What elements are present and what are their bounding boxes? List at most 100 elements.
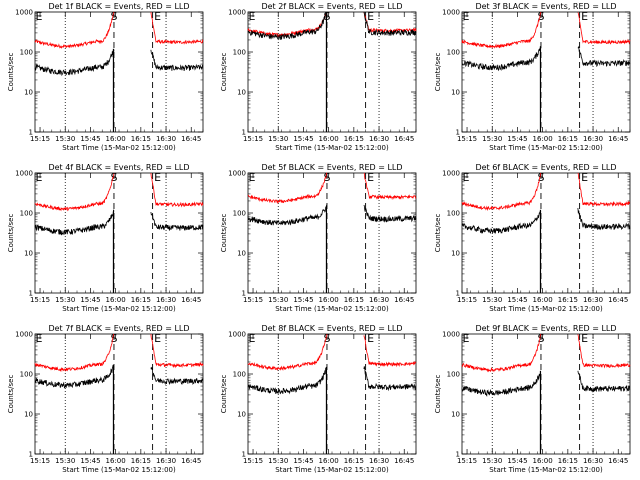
x-axis-label: Start Time (15-Mar-02 15:12:00) (275, 144, 389, 152)
x-tick-label: 16:45 (181, 135, 201, 143)
y-tick-label: 1 (456, 290, 460, 298)
start-marker-label: S (323, 171, 330, 184)
x-axis-label: Start Time (15-Mar-02 15:12:00) (275, 466, 389, 474)
x-tick-label: 16:45 (394, 457, 414, 465)
y-tick-label: 1000 (228, 9, 246, 17)
panel-2: Det 2f BLACK = Events, RED = LLD 1 10 100 10… (220, 2, 417, 152)
series-line-events (363, 366, 417, 392)
panel-title: Det 4f BLACK = Events, RED = LLD (48, 163, 189, 172)
x-tick-label: 16:00 (533, 135, 553, 143)
end-marker-label: E (367, 332, 374, 345)
x-tick-label: 15:30 (482, 457, 502, 465)
end-marker-label: E (581, 332, 588, 345)
x-tick-label: 15:15 (30, 135, 50, 143)
y-tick-label: 10 (237, 250, 246, 258)
series-line-events (247, 204, 328, 226)
x-axis-label: Start Time (15-Mar-02 15:12:00) (489, 305, 603, 313)
x-tick-label: 15:30 (482, 135, 502, 143)
panel-title: Det 6f BLACK = Events, RED = LLD (475, 163, 616, 172)
x-tick-label: 16:15 (344, 135, 364, 143)
y-axis-label: Counts/sec (7, 375, 15, 414)
series-line-events (577, 207, 631, 231)
end-marker-label: E (36, 171, 43, 184)
x-tick-label: 15:15 (30, 296, 50, 304)
panel-title: Det 7f BLACK = Events, RED = LLD (48, 324, 189, 333)
x-tick-label: 16:30 (156, 135, 176, 143)
end-marker-label: E (367, 171, 374, 184)
x-tick-label: 15:15 (243, 457, 263, 465)
x-tick-label: 16:45 (181, 457, 201, 465)
x-tick-label: 15:45 (80, 457, 100, 465)
plot-frame (461, 11, 631, 133)
panel-9: Det 9f BLACK = Events, RED = LLD 1 10 100 10… (434, 324, 631, 474)
series-line-lld (150, 11, 204, 45)
x-tick-label: 16:00 (319, 296, 339, 304)
series-line-events (461, 210, 542, 235)
y-tick-label: 10 (237, 411, 246, 419)
series-line-lld (577, 334, 631, 369)
y-tick-label: 1000 (15, 331, 33, 339)
series-line-lld (247, 172, 328, 205)
series-line-lld (247, 12, 328, 38)
x-tick-label: 16:00 (319, 135, 339, 143)
end-marker-label: E (249, 10, 256, 23)
x-tick-label: 16:15 (131, 457, 151, 465)
y-tick-label: 1000 (15, 170, 33, 178)
y-tick-label: 10 (24, 250, 33, 258)
series-line-lld (461, 11, 542, 49)
end-marker-label: E (249, 171, 256, 184)
x-tick-label: 16:15 (344, 296, 364, 304)
x-axis-label: Start Time (15-Mar-02 15:12:00) (489, 466, 603, 474)
series-line-lld (577, 12, 631, 45)
series-line-lld (34, 11, 115, 50)
start-marker-label: S (110, 332, 117, 345)
y-tick-label: 1 (242, 451, 246, 459)
panel-8: Det 8f BLACK = Events, RED = LLD 1 10 100 10… (220, 324, 417, 474)
x-tick-label: 16:30 (583, 296, 603, 304)
y-tick-label: 1000 (442, 331, 460, 339)
x-tick-label: 16:00 (533, 296, 553, 304)
panel-title: Det 2f BLACK = Events, RED = LLD (261, 2, 402, 11)
y-tick-label: 1 (29, 129, 33, 137)
y-axis-label: Counts/sec (220, 214, 228, 253)
end-marker-label: E (463, 171, 470, 184)
end-marker-label: E (36, 10, 43, 23)
plot-frame (247, 172, 417, 294)
start-marker-label: S (110, 10, 117, 23)
x-tick-label: 15:45 (293, 457, 313, 465)
x-tick-label: 15:30 (268, 457, 288, 465)
x-tick-label: 15:45 (80, 296, 100, 304)
x-tick-label: 15:30 (55, 457, 75, 465)
plot-frame (34, 333, 204, 455)
start-marker-label: S (537, 171, 544, 184)
x-tick-label: 16:15 (131, 135, 151, 143)
series-line-events (363, 204, 417, 223)
x-tick-label: 16:00 (319, 457, 339, 465)
end-marker-label: E (367, 10, 374, 23)
start-marker-label: S (537, 10, 544, 23)
x-tick-label: 15:30 (55, 296, 75, 304)
end-marker-label: E (154, 332, 161, 345)
x-tick-label: 16:15 (558, 457, 578, 465)
x-tick-label: 16:00 (106, 135, 126, 143)
end-marker-label: E (463, 332, 470, 345)
start-marker-label: S (323, 332, 330, 345)
x-tick-label: 15:45 (80, 135, 100, 143)
end-marker-label: E (463, 10, 470, 23)
x-axis-label: Start Time (15-Mar-02 15:12:00) (275, 305, 389, 313)
panel-title: Det 9f BLACK = Events, RED = LLD (475, 324, 616, 333)
series-line-lld (363, 172, 417, 201)
y-axis-label: Counts/sec (7, 214, 15, 253)
y-tick-label: 100 (233, 49, 246, 57)
end-marker-label: E (581, 171, 588, 184)
panel-6: Det 6f BLACK = Events, RED = LLD 1 10 100 10… (434, 163, 631, 313)
x-tick-label: 15:45 (507, 296, 527, 304)
y-tick-label: 1000 (442, 170, 460, 178)
series-line-lld (577, 172, 631, 207)
y-tick-label: 1 (29, 451, 33, 459)
x-tick-label: 15:15 (30, 457, 50, 465)
x-tick-label: 15:45 (293, 296, 313, 304)
y-tick-label: 1000 (15, 9, 33, 17)
y-tick-label: 1000 (442, 9, 460, 17)
y-axis-label: Counts/sec (220, 53, 228, 92)
